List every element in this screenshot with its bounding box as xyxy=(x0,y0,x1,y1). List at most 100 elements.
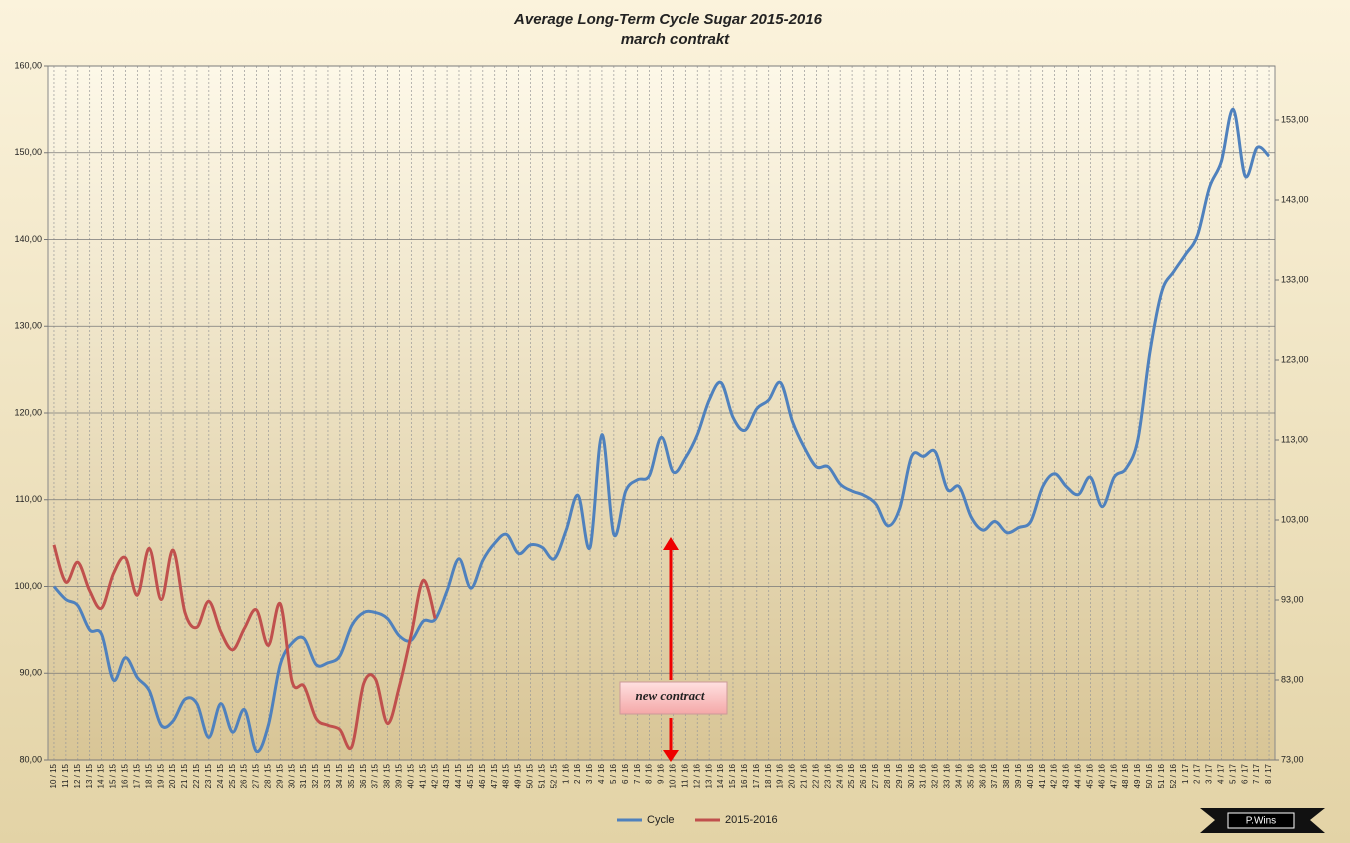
y2-tick-label: 133,00 xyxy=(1281,274,1309,284)
x-tick-label: 32 / 16 xyxy=(931,763,940,788)
x-tick-label: 19 / 15 xyxy=(156,763,165,788)
x-tick-label: 48 / 16 xyxy=(1121,763,1130,788)
x-tick-label: 4 / 17 xyxy=(1217,763,1226,784)
x-tick-label: 22 / 16 xyxy=(811,763,820,788)
x-tick-label: 35 / 16 xyxy=(966,763,975,788)
watermark-text: P.Wins xyxy=(1246,816,1276,827)
x-tick-label: 12 / 15 xyxy=(73,763,82,788)
x-tick-label: 24 / 16 xyxy=(835,763,844,788)
x-tick-label: 8 / 16 xyxy=(645,763,654,784)
series-line xyxy=(52,107,1271,754)
x-tick-label: 9 / 16 xyxy=(657,763,666,784)
x-tick-label: 7 / 16 xyxy=(633,763,642,784)
y2-tick-label: 103,00 xyxy=(1281,514,1309,524)
x-tick-label: 5 / 16 xyxy=(609,763,618,784)
x-tick-label: 24 / 15 xyxy=(216,763,225,788)
x-tick-label: 26 / 15 xyxy=(240,763,249,788)
annotation-arrow xyxy=(663,537,679,762)
x-tick-label: 18 / 15 xyxy=(144,763,153,788)
x-tick-label: 43 / 16 xyxy=(1062,763,1071,788)
annotation-box xyxy=(619,681,728,715)
x-tick-label: 13 / 16 xyxy=(704,763,713,788)
watermark xyxy=(1200,808,1325,833)
x-tick-label: 13 / 15 xyxy=(85,763,94,788)
x-tick-label: 50 / 16 xyxy=(1145,763,1154,788)
x-tick-label: 37 / 15 xyxy=(371,763,380,788)
x-tick-label: 37 / 16 xyxy=(990,763,999,788)
x-tick-label: 41 / 16 xyxy=(1038,763,1047,788)
y2-tick-label: 93,00 xyxy=(1281,594,1304,604)
x-tick-label: 14 / 15 xyxy=(97,763,106,788)
annotation-text: new contract xyxy=(636,688,705,703)
x-tick-label: 1 / 16 xyxy=(561,763,570,784)
x-tick-label: 14 / 16 xyxy=(716,763,725,788)
x-tick-label: 40 / 15 xyxy=(406,763,415,788)
x-tick-label: 15 / 16 xyxy=(728,763,737,788)
y2-tick-label: 143,00 xyxy=(1281,194,1309,204)
y2-tick-label: 113,00 xyxy=(1281,434,1308,444)
x-tick-label: 49 / 15 xyxy=(514,763,523,788)
x-tick-label: 42 / 15 xyxy=(430,763,439,788)
chart-subtitle: march contrakt xyxy=(621,31,730,48)
x-tick-label: 11 / 16 xyxy=(680,763,689,787)
y-tick-label: 140,00 xyxy=(14,234,42,244)
x-tick-label: 39 / 15 xyxy=(395,763,404,788)
x-tick-label: 17 / 15 xyxy=(132,763,141,788)
x-tick-label: 46 / 16 xyxy=(1097,763,1106,788)
x-tick-label: 52 / 16 xyxy=(1169,763,1178,788)
x-tick-label: 49 / 16 xyxy=(1133,763,1142,788)
x-tick-label: 17 / 16 xyxy=(752,763,761,788)
x-tick-label: 28 / 15 xyxy=(263,763,272,788)
x-tick-label: 52 / 15 xyxy=(549,763,558,788)
x-tick-label: 47 / 15 xyxy=(490,763,499,788)
x-tick-label: 4 / 16 xyxy=(597,763,606,784)
x-tick-label: 44 / 15 xyxy=(454,763,463,788)
x-tick-label: 33 / 16 xyxy=(943,763,952,788)
y-tick-label: 130,00 xyxy=(14,321,42,331)
x-tick-label: 44 / 16 xyxy=(1074,763,1083,788)
x-tick-label: 51 / 16 xyxy=(1157,763,1166,788)
x-tick-label: 10 / 16 xyxy=(669,763,678,788)
x-tick-label: 33 / 15 xyxy=(323,763,332,788)
y-tick-label: 160,00 xyxy=(14,60,42,70)
x-tick-label: 1 / 17 xyxy=(1181,763,1190,784)
x-tick-label: 35 / 15 xyxy=(347,763,356,788)
x-tick-label: 21 / 16 xyxy=(800,763,809,788)
x-tick-label: 5 / 17 xyxy=(1228,763,1237,784)
x-tick-label: 30 / 15 xyxy=(287,763,296,788)
y-tick-label: 120,00 xyxy=(14,407,42,417)
x-tick-label: 43 / 15 xyxy=(442,763,451,788)
x-tick-label: 28 / 16 xyxy=(883,763,892,788)
y2-tick-label: 153,00 xyxy=(1281,114,1309,124)
legend-label: 2015-2016 xyxy=(725,814,778,826)
x-tick-label: 32 / 15 xyxy=(311,763,320,788)
x-tick-label: 25 / 15 xyxy=(228,763,237,788)
x-tick-label: 23 / 16 xyxy=(823,763,832,788)
x-tick-label: 31 / 15 xyxy=(299,763,308,788)
x-tick-label: 34 / 15 xyxy=(335,763,344,788)
y-tick-label: 90,00 xyxy=(19,668,42,678)
x-tick-label: 22 / 15 xyxy=(192,763,201,788)
x-tick-label: 38 / 15 xyxy=(383,763,392,788)
x-tick-label: 6 / 16 xyxy=(621,763,630,784)
x-tick-label: 41 / 15 xyxy=(418,763,427,788)
x-tick-label: 51 / 15 xyxy=(537,763,546,788)
series-line xyxy=(52,544,437,751)
x-tick-label: 34 / 16 xyxy=(954,763,963,788)
x-tick-label: 15 / 15 xyxy=(109,763,118,788)
x-tick-label: 20 / 15 xyxy=(168,763,177,788)
x-tick-label: 45 / 16 xyxy=(1085,763,1094,788)
x-tick-label: 29 / 15 xyxy=(275,763,284,788)
x-tick-label: 10 / 15 xyxy=(49,763,58,788)
x-tick-label: 3 / 17 xyxy=(1205,763,1214,784)
x-tick-label: 42 / 16 xyxy=(1050,763,1059,788)
x-tick-label: 19 / 16 xyxy=(776,763,785,788)
x-tick-label: 45 / 15 xyxy=(466,763,475,788)
x-tick-label: 12 / 16 xyxy=(692,763,701,788)
x-tick-label: 29 / 16 xyxy=(895,763,904,788)
y-tick-label: 110,00 xyxy=(15,494,42,504)
x-tick-label: 36 / 15 xyxy=(359,763,368,788)
x-tick-label: 31 / 16 xyxy=(919,763,928,788)
x-tick-label: 30 / 16 xyxy=(907,763,916,788)
